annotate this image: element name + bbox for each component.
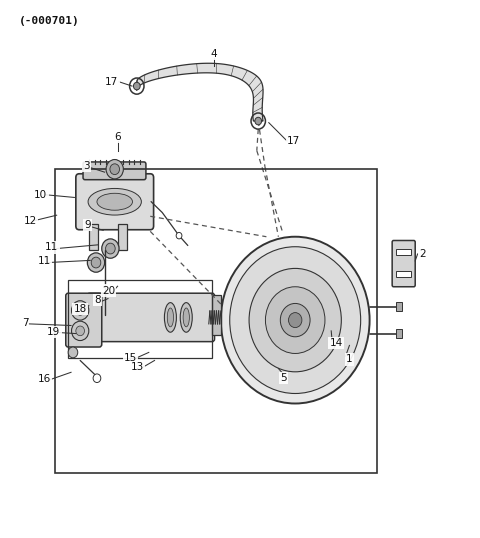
Circle shape <box>176 232 182 239</box>
Text: 17: 17 <box>287 136 300 146</box>
Bar <box>89 224 98 250</box>
Text: 8: 8 <box>94 295 101 305</box>
Circle shape <box>280 303 310 337</box>
FancyBboxPatch shape <box>76 174 154 230</box>
Circle shape <box>133 82 140 90</box>
Text: 2: 2 <box>419 249 426 259</box>
Circle shape <box>76 306 84 315</box>
Bar <box>212 295 221 335</box>
Circle shape <box>106 160 123 179</box>
Circle shape <box>72 301 89 320</box>
Circle shape <box>265 287 325 353</box>
Text: (-000701): (-000701) <box>19 16 80 26</box>
Text: 13: 13 <box>131 362 144 372</box>
Text: 14: 14 <box>329 338 343 348</box>
Text: 19: 19 <box>47 327 60 337</box>
Circle shape <box>288 313 302 328</box>
Bar <box>55 169 377 473</box>
FancyBboxPatch shape <box>87 293 215 342</box>
Ellipse shape <box>164 302 176 332</box>
Text: 4: 4 <box>210 49 217 59</box>
Circle shape <box>68 347 78 358</box>
Text: 11: 11 <box>37 257 51 266</box>
Circle shape <box>102 239 119 258</box>
Bar <box>396 271 411 277</box>
Circle shape <box>230 247 360 393</box>
Text: 15: 15 <box>124 353 137 363</box>
Bar <box>209 307 221 334</box>
Ellipse shape <box>97 193 132 210</box>
Circle shape <box>106 243 115 254</box>
Bar <box>396 302 402 311</box>
Text: 16: 16 <box>37 374 51 384</box>
Bar <box>68 280 212 358</box>
Bar <box>118 224 127 250</box>
FancyBboxPatch shape <box>66 293 102 347</box>
Polygon shape <box>137 63 263 121</box>
Bar <box>396 249 411 255</box>
Circle shape <box>255 117 262 125</box>
Ellipse shape <box>180 302 192 332</box>
Circle shape <box>91 257 101 268</box>
Ellipse shape <box>167 308 173 327</box>
Text: 5: 5 <box>280 373 287 383</box>
Circle shape <box>249 268 341 372</box>
FancyBboxPatch shape <box>392 240 415 287</box>
Text: 11: 11 <box>45 243 59 252</box>
Text: 3: 3 <box>83 161 90 171</box>
Text: 7: 7 <box>22 318 28 328</box>
Text: 6: 6 <box>114 132 121 142</box>
Circle shape <box>87 253 105 272</box>
Text: 20: 20 <box>102 286 115 295</box>
Text: 12: 12 <box>24 216 37 225</box>
Circle shape <box>72 321 89 341</box>
Text: 10: 10 <box>34 190 48 200</box>
Ellipse shape <box>88 188 141 215</box>
Text: 1: 1 <box>346 355 353 364</box>
Circle shape <box>93 374 101 383</box>
Circle shape <box>76 326 84 336</box>
FancyBboxPatch shape <box>83 162 146 180</box>
Circle shape <box>221 237 370 404</box>
Circle shape <box>110 164 120 175</box>
Text: 9: 9 <box>84 220 91 230</box>
Ellipse shape <box>183 308 189 327</box>
Text: 18: 18 <box>73 305 87 314</box>
Bar <box>396 329 402 338</box>
Text: 17: 17 <box>105 77 119 87</box>
